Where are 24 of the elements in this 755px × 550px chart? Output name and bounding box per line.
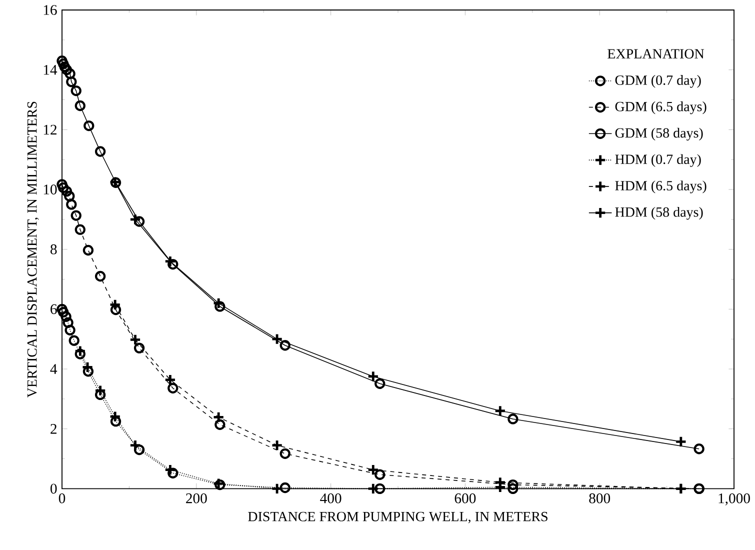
x-tick-label: 0	[58, 493, 66, 504]
y-tick-label: 8	[50, 244, 57, 254]
legend-label: GDM (6.5 days)	[615, 101, 706, 114]
legend-label: HDM (58 days)	[615, 206, 703, 220]
x-axis-title: DISTANCE FROM PUMPING WELL, IN METERS	[248, 512, 548, 524]
y-tick-label: 10	[44, 184, 57, 194]
y-tick-label: 2	[50, 424, 56, 434]
y-tick-label: 0	[50, 484, 57, 494]
y-tick-label: 12	[44, 124, 56, 135]
x-tick-label: 400	[320, 493, 342, 504]
x-tick-label: 1,000	[718, 493, 750, 506]
y-tick-label: 14	[44, 64, 58, 75]
x-tick-label: 200	[186, 493, 207, 504]
y-axis-title: VERTICAL DISPLACEMENT, IN MILLIMETERS	[27, 102, 39, 398]
x-tick-label: 600	[454, 493, 476, 504]
y-tick-label: 4	[50, 364, 58, 374]
y-tick-label: 6	[50, 304, 57, 314]
legend-label: HDM (6.5 days)	[615, 180, 706, 194]
y-tick-label: 16	[44, 5, 57, 15]
x-tick-label: 800	[589, 493, 610, 504]
legend-title: EXPLANATION	[608, 49, 704, 59]
legend-label: GDM (58 days)	[615, 128, 703, 141]
legend-label: GDM (0.7 day)	[615, 75, 701, 88]
legend-label: HDM (0.7 day)	[615, 154, 701, 167]
